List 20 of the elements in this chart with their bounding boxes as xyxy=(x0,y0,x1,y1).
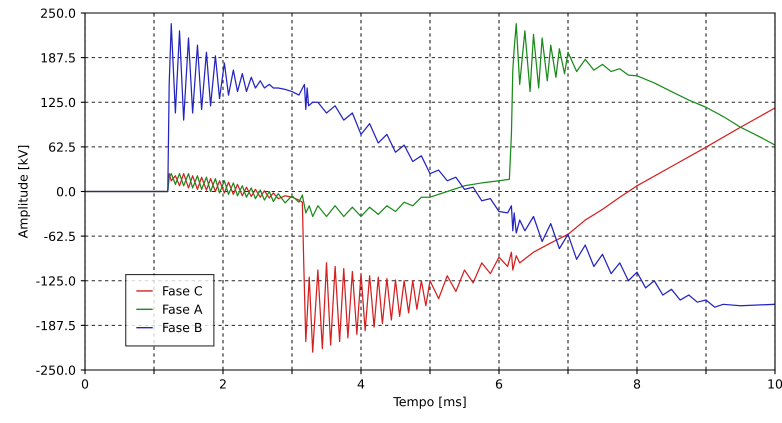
y-tick-label: 187.5 xyxy=(42,53,75,63)
x-tick-label: 0 xyxy=(82,379,88,389)
y-axis-title: Amplitude [kV] xyxy=(18,146,30,238)
x-tick-label: 2 xyxy=(220,379,226,389)
y-tick-label: 250.0 xyxy=(41,8,76,18)
y-tick-label: -62.5 xyxy=(44,232,75,242)
legend-label: Fase A xyxy=(163,304,202,314)
legend-label: Fase B xyxy=(163,322,202,332)
x-tick-label: 4 xyxy=(358,379,364,389)
y-tick-label: -125.0 xyxy=(36,276,76,286)
y-tick-label: -250.0 xyxy=(36,365,76,375)
y-tick-label: 0.0 xyxy=(56,186,76,196)
x-axis-title: Tempo [ms] xyxy=(393,396,466,409)
x-tick-label: 6 xyxy=(496,379,502,389)
y-tick-label: -187.5 xyxy=(36,320,75,330)
y-tick-label: 62.5 xyxy=(49,142,75,152)
x-tick-label: 8 xyxy=(634,379,640,389)
x-tick-label: 10 xyxy=(768,379,782,389)
y-tick-label: 125.0 xyxy=(42,98,76,108)
legend-label: Fase C xyxy=(163,286,202,296)
